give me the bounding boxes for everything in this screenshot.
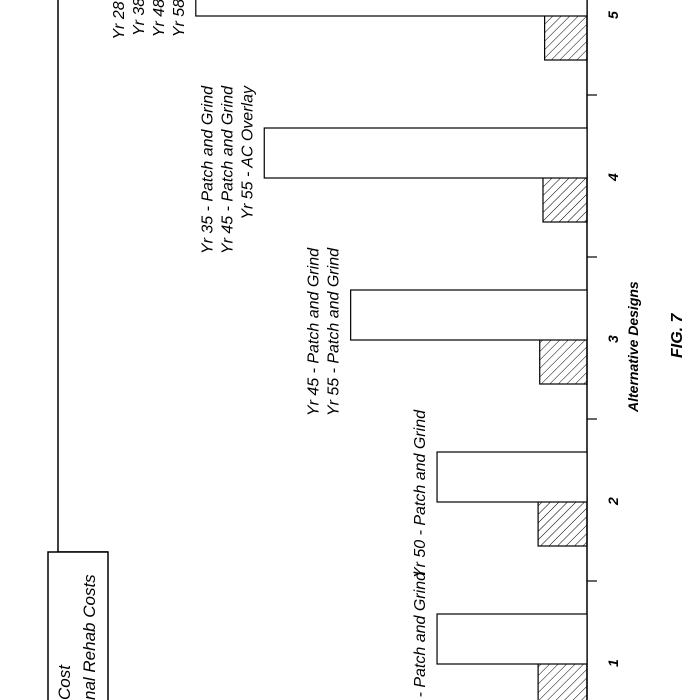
- bar-rehab-4: [542, 173, 588, 223]
- bar-rehab-2: [537, 497, 588, 547]
- category-tick-label: 4: [605, 173, 621, 182]
- category-tick-label: 5: [605, 11, 621, 19]
- figure-label: FIG. 7: [669, 312, 686, 358]
- x-axis-title: Alternative Designs: [625, 281, 641, 413]
- annotation-line: Yr 55 - Patch and Grind: [326, 247, 343, 416]
- bar-cost-4: [263, 127, 588, 179]
- bar-cost-2: [436, 451, 588, 503]
- annotation-line: Yr 38 - Patch ar: [131, 0, 148, 36]
- bar-rehab-5: [544, 11, 588, 61]
- annotation-line: Yr 45 - Patch and Grind: [219, 85, 236, 254]
- legend-box: [47, 551, 109, 700]
- bar-rehab-3: [539, 335, 588, 385]
- annotation-line: Yr 58 - AC Over: [171, 0, 188, 37]
- bar-cost-3: [350, 289, 588, 341]
- annotation-line: Yr 48 - AC Over: [151, 0, 168, 37]
- bar-rehab-1: [537, 659, 588, 700]
- legend-entry-cost: Cost: [55, 664, 74, 700]
- annotation-line: Yr 28 - Patch an: [111, 0, 128, 40]
- annotation-line: Yr 45 - Patch and Grind: [306, 247, 323, 416]
- category-tick-labels: 1 2 3 4 5: [605, 11, 621, 667]
- category-tick-label: 3: [605, 335, 621, 343]
- category-ticks: [587, 94, 597, 582]
- category-tick-label: 1: [605, 659, 621, 667]
- bars: [195, 0, 588, 700]
- bar-cost-1: [436, 613, 588, 665]
- annotation-line: Yr 55 - AC Overlay: [239, 85, 256, 220]
- legend: Cost nal Rehab Costs: [47, 551, 109, 700]
- annotation-line: 0 - Patch and Grind: [412, 571, 429, 700]
- annotation-line: Yr 35 - Patch and Grind: [199, 85, 216, 254]
- annotation-line: Yr 50 - Patch and Grind: [412, 409, 429, 578]
- category-tick-label: 2: [605, 497, 621, 506]
- legend-entry-rehab: nal Rehab Costs: [80, 574, 99, 700]
- bar-cost-5: [195, 0, 588, 17]
